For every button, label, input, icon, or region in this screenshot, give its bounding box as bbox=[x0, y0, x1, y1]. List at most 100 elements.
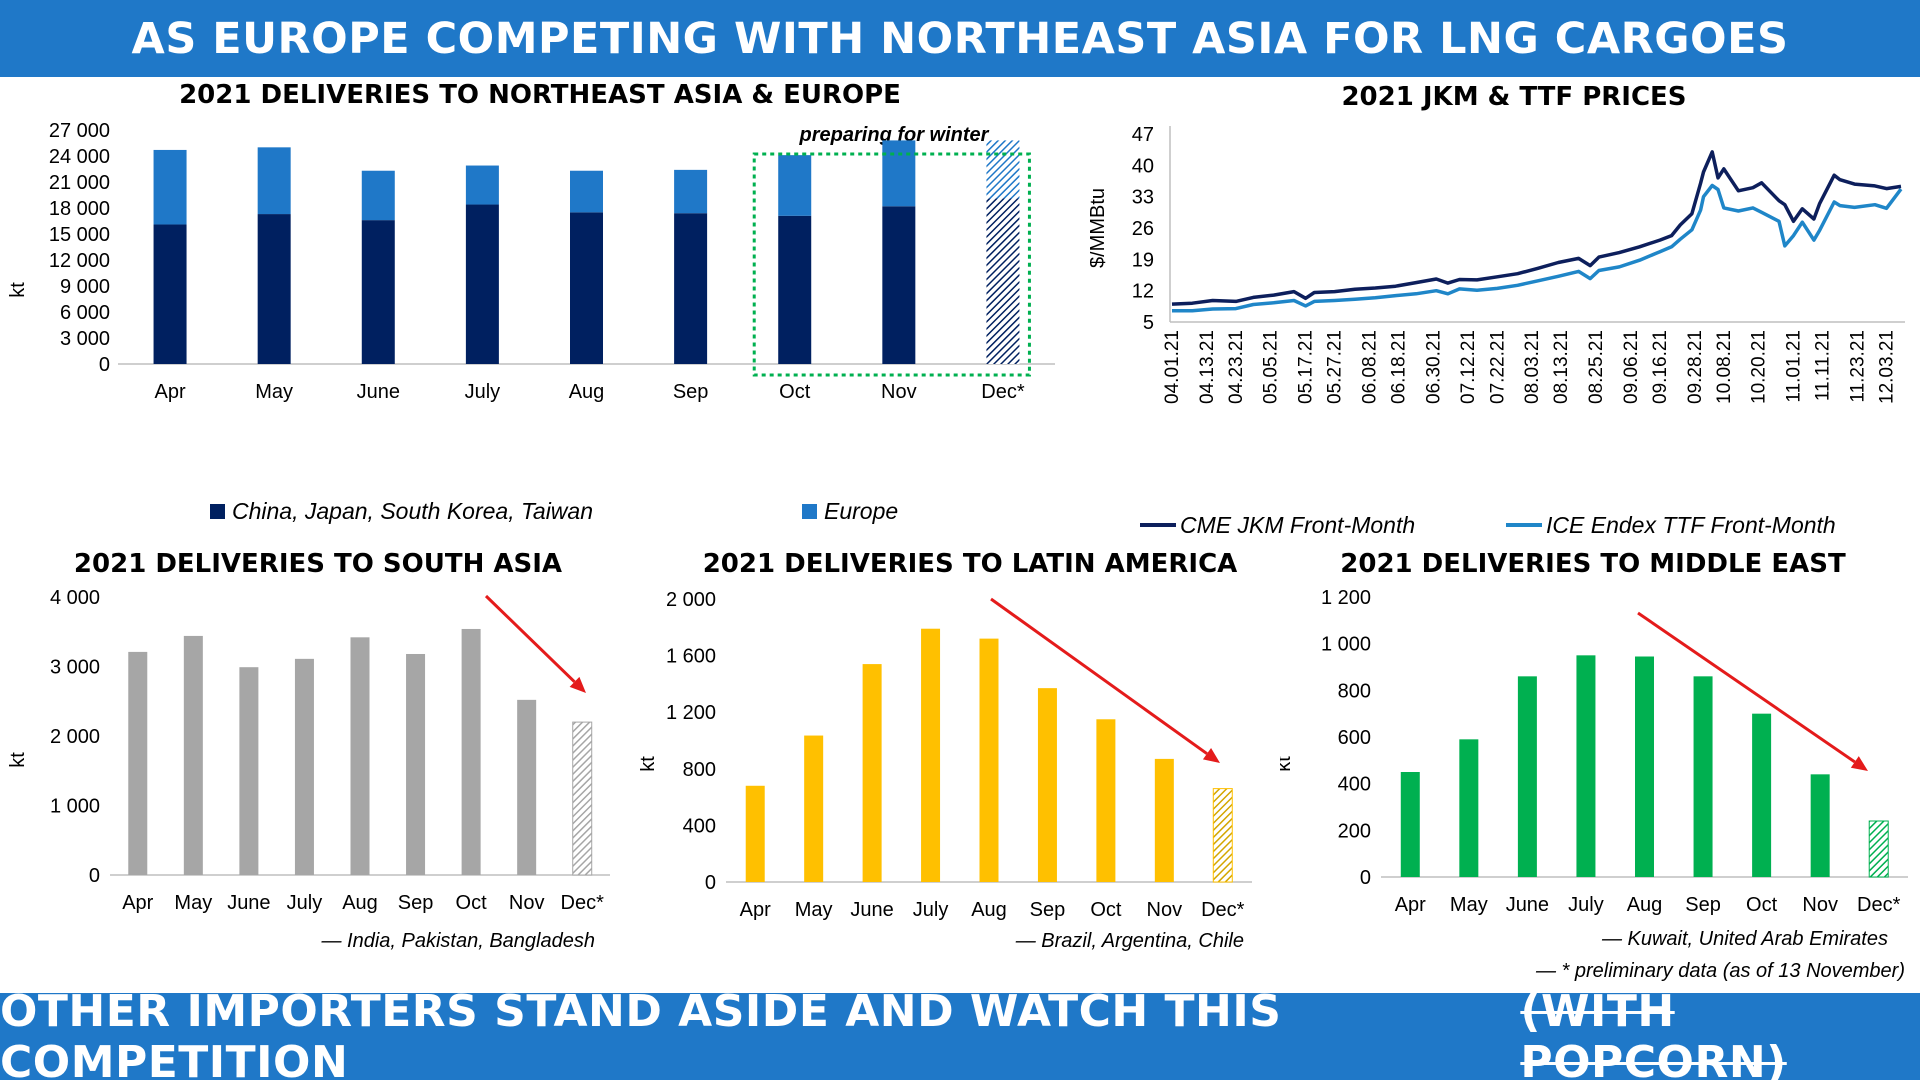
y-tick-label: 9 000 bbox=[60, 276, 110, 298]
bar bbox=[921, 628, 941, 882]
x-tick-label: Apr bbox=[1395, 894, 1426, 916]
y-tick-label: 6 000 bbox=[60, 302, 110, 324]
bar bbox=[1212, 788, 1233, 883]
y-tick-label: 1 200 bbox=[1321, 587, 1371, 609]
y-tick-label: 400 bbox=[1338, 774, 1371, 796]
bar bbox=[1517, 676, 1537, 877]
bar-asia bbox=[257, 214, 291, 364]
x-tick-label: 04.01.21 bbox=[1162, 330, 1183, 404]
x-tick-label: May bbox=[1450, 894, 1488, 916]
x-tick-label: 06.30.21 bbox=[1423, 330, 1444, 404]
x-tick-label: June bbox=[850, 899, 893, 921]
x-tick-label: Apr bbox=[122, 892, 153, 914]
winter-annotation: preparing for winter bbox=[799, 124, 990, 146]
chart-panel-jkm-ttf: 2021 JKM & TTF PRICES $/MMBtu 5 12 19 26 33 4… bbox=[1090, 77, 1920, 547]
x-tick-label: Sep bbox=[673, 381, 709, 403]
south-asia-chart: 2021 DELIVERIES TO SOUTH ASIA kt 0 1 000 2… bbox=[7, 549, 610, 952]
chart-panel-south-asia: 2021 DELIVERIES TO SOUTH ASIA kt 0 1 000 2… bbox=[0, 547, 640, 967]
x-tick-label: July bbox=[287, 892, 323, 914]
latin-america-chart: 2021 DELIVERIES TO LATIN AMERICA kt 0 400… bbox=[640, 549, 1252, 952]
x-tick-label: June bbox=[357, 381, 400, 403]
middle-east-chart: 2021 DELIVERIES TO MIDDLE EAST kt 0 200 40… bbox=[1280, 549, 1908, 950]
legend-swatch-europe bbox=[802, 504, 817, 519]
y-tick-label: 1 600 bbox=[666, 646, 716, 668]
y-tick-label: 15 000 bbox=[49, 224, 110, 246]
x-tick-label: 07.22.21 bbox=[1487, 330, 1508, 404]
x-tick-label: Dec* bbox=[1857, 894, 1901, 916]
y-axis-label: kt bbox=[1280, 756, 1295, 772]
bar bbox=[406, 653, 426, 875]
y-tick-label: 0 bbox=[1360, 867, 1371, 889]
y-tick-label: 400 bbox=[683, 815, 716, 837]
bar bbox=[1868, 820, 1889, 878]
series-line-jkm bbox=[1171, 150, 1902, 306]
y-tick-label: 1 200 bbox=[666, 702, 716, 724]
bar-europe bbox=[778, 155, 812, 216]
legend-label-europe: Europe bbox=[824, 498, 898, 524]
bar bbox=[294, 658, 314, 875]
x-tick-label: 08.03.21 bbox=[1522, 330, 1543, 404]
x-tick-label: 04.13.21 bbox=[1197, 330, 1218, 404]
region-note: — Kuwait, United Arab Emirates bbox=[1601, 928, 1888, 950]
x-tick-label: 11.11.21 bbox=[1813, 330, 1834, 401]
x-tick-label: Dec* bbox=[1201, 899, 1245, 921]
trend-arrow bbox=[990, 597, 1208, 755]
x-tick-label: Dec* bbox=[561, 892, 605, 914]
x-tick-label: 05.05.21 bbox=[1261, 330, 1282, 404]
y-tick-label: 3 000 bbox=[60, 328, 110, 350]
x-tick-label: 11.23.21 bbox=[1847, 330, 1868, 403]
chart-title: 2021 DELIVERIES TO NORTHEAST ASIA & EURO… bbox=[179, 80, 901, 110]
x-tick-label: 10.20.21 bbox=[1749, 330, 1770, 404]
x-tick-label: 04.23.21 bbox=[1226, 330, 1247, 404]
y-tick-label: 0 bbox=[705, 872, 716, 894]
chart-title: 2021 DELIVERIES TO SOUTH ASIA bbox=[74, 549, 562, 579]
legend-swatch-asia bbox=[210, 504, 225, 519]
bar bbox=[1096, 719, 1116, 882]
bar bbox=[128, 651, 148, 875]
legend-label-ttf: ICE Endex TTF Front-Month bbox=[1546, 512, 1836, 538]
bar-asia bbox=[361, 220, 395, 364]
bar-europe bbox=[882, 140, 916, 207]
bar bbox=[1576, 655, 1596, 877]
bar bbox=[572, 721, 593, 876]
y-tick-label: 3 000 bbox=[50, 657, 100, 679]
ne-asia-europe-chart: 2021 DELIVERIES TO NORTHEAST ASIA & EURO… bbox=[7, 80, 1055, 524]
x-tick-label: 10.08.21 bbox=[1714, 330, 1735, 404]
x-tick-label: 12.03.21 bbox=[1876, 330, 1897, 404]
bar bbox=[183, 635, 203, 875]
y-tick-label: 2 000 bbox=[666, 589, 716, 611]
y-tick-label: 800 bbox=[1338, 680, 1371, 702]
y-tick-label: 600 bbox=[1338, 727, 1371, 749]
bar-asia bbox=[153, 224, 187, 364]
legend: China, Japan, South Korea, Taiwan Europe bbox=[210, 498, 898, 524]
trend-arrowhead bbox=[1202, 747, 1220, 763]
x-tick-label: Oct bbox=[456, 892, 488, 914]
footer-text: OTHER IMPORTERS STAND ASIDE AND WATCH TH… bbox=[0, 985, 1282, 1088]
bar-asia bbox=[882, 206, 916, 364]
y-axis-label: $/MMBtu bbox=[1090, 188, 1109, 268]
x-tick-label: June bbox=[1506, 894, 1549, 916]
x-tick-label: 11.01.21 bbox=[1784, 330, 1805, 403]
x-tick-label: Nov bbox=[881, 381, 917, 403]
y-axis-label: kt bbox=[7, 282, 29, 298]
x-tick-label: 09.16.21 bbox=[1650, 330, 1671, 404]
page-title: AS EUROPE COMPETING WITH NORTHEAST ASIA … bbox=[131, 13, 1789, 64]
x-tick-label: Oct bbox=[1746, 894, 1778, 916]
trend-arrow bbox=[1637, 611, 1856, 764]
bar-europe bbox=[361, 170, 395, 221]
x-tick-label: May bbox=[255, 381, 293, 403]
x-tick-label: Aug bbox=[1627, 894, 1663, 916]
preliminary-footnote: — * preliminary data (as of 13 November) bbox=[1535, 960, 1905, 982]
bar-europe bbox=[570, 170, 603, 213]
y-tick-label: 5 bbox=[1143, 312, 1154, 334]
x-tick-label: 06.18.21 bbox=[1389, 330, 1410, 404]
y-tick-label: 0 bbox=[99, 354, 110, 376]
bar bbox=[1400, 772, 1420, 877]
bar-europe bbox=[153, 149, 187, 225]
trend-arrowhead bbox=[569, 676, 586, 693]
bar bbox=[1752, 713, 1772, 877]
bar bbox=[862, 664, 882, 882]
x-tick-label: Dec* bbox=[981, 381, 1025, 403]
region-note: — India, Pakistan, Bangladesh bbox=[320, 930, 595, 952]
x-tick-label: 05.27.21 bbox=[1325, 330, 1346, 404]
